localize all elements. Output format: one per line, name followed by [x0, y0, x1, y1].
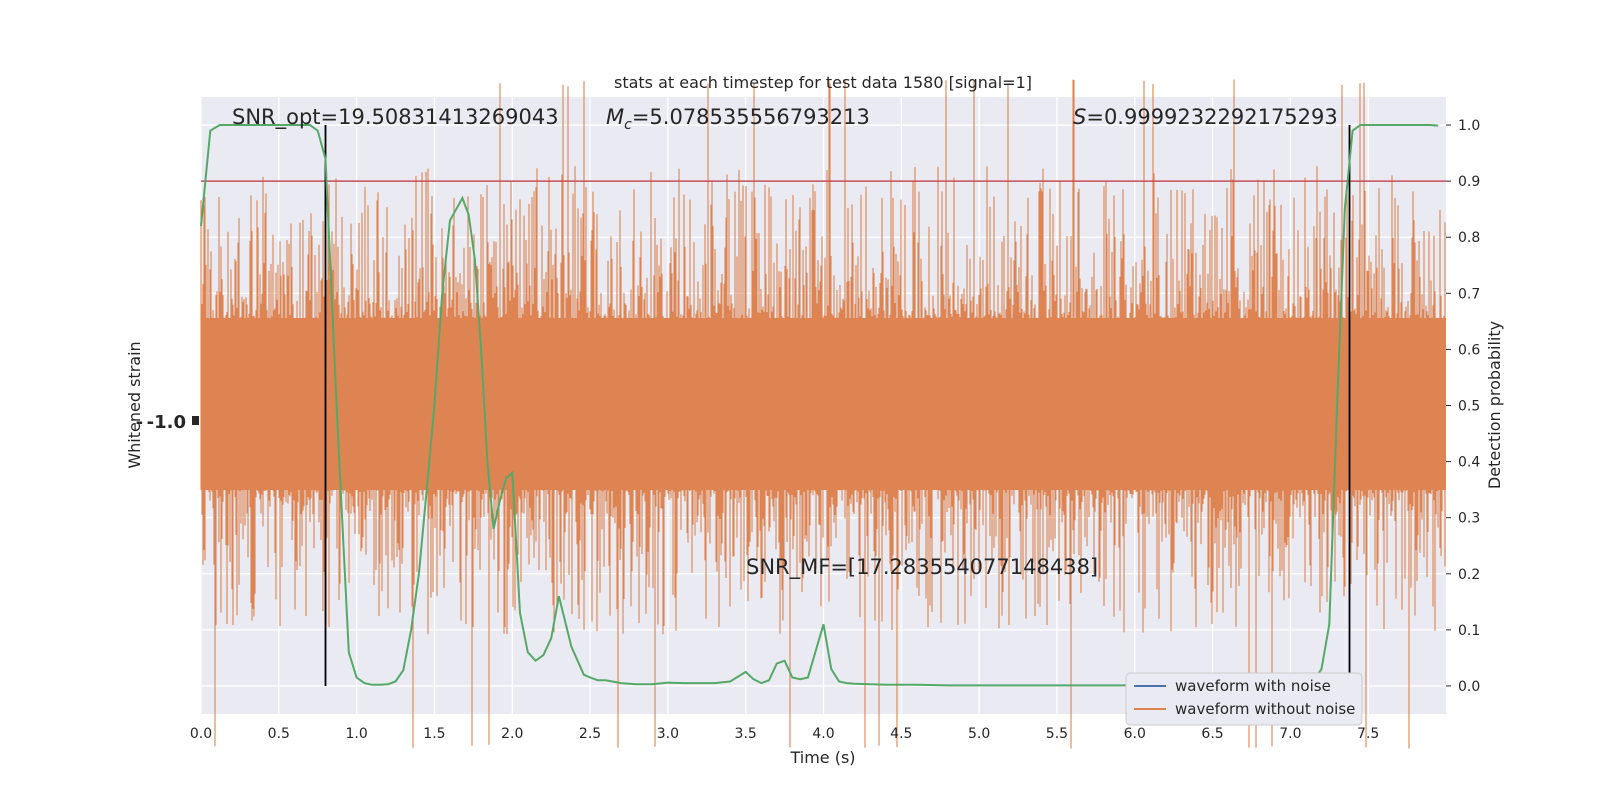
x-tick-label: 6.0 [1124, 726, 1146, 742]
x-tick-label: 4.0 [812, 726, 834, 742]
y-tick-label: 0.4 [1458, 455, 1480, 471]
x-tick-label: 7.0 [1279, 726, 1301, 742]
y-tick-label: 0.0 [1458, 679, 1480, 695]
y-tick-label: 0.3 [1458, 511, 1480, 527]
annotation-snr-opt: SNR_opt=19.50831413269043 [232, 105, 559, 130]
legend: waveform with noise waveform without noi… [1125, 672, 1363, 726]
x-tick-label: 1.5 [423, 726, 445, 742]
y-tick-label: 0.6 [1458, 342, 1480, 358]
x-tick-label: 4.5 [890, 726, 912, 742]
x-tick-label: 3.0 [657, 726, 679, 742]
chart-title: stats at each timestep for test data 158… [614, 73, 1032, 92]
legend-label-with-noise: waveform with noise [1175, 677, 1331, 695]
vertical-markers [324, 125, 1351, 686]
y-tick-label: 0.8 [1458, 230, 1480, 246]
y-tick-label: 0.9 [1458, 174, 1480, 190]
x-tick-label: 6.5 [1201, 726, 1223, 742]
left-y-axis-label: Whitened strain [125, 341, 144, 468]
annotation-snr-mf: SNR_MF=[17.283554077148438] [746, 555, 1098, 580]
legend-box [1125, 672, 1363, 726]
x-axis-label: Time (s) [789, 748, 855, 767]
x-tick-labels: 0.0 0.5 1.0 1.5 2.0 2.5 3.0 3.5 4.0 4.5 5.0 5.5 6.0 6… [190, 726, 1379, 742]
x-tick-label: 2.0 [501, 726, 523, 742]
x-tick-label: 3.5 [735, 726, 757, 742]
x-tick-label: 2.5 [579, 726, 601, 742]
x-tick-label: 5.5 [1046, 726, 1068, 742]
y-tick-label: 0.7 [1458, 286, 1480, 302]
y-tick-label: 0.2 [1458, 567, 1480, 583]
y-tick-label: 0.5 [1458, 399, 1480, 415]
left-y-tick-mark [192, 416, 199, 425]
right-y-tick-labels: 0.0 0.1 0.2 0.3 0.4 0.5 0.6 0.7 0.8 0.9 1.0 [1446, 118, 1480, 695]
left-y-tick-cluster: - -1.0 [136, 412, 186, 433]
y-tick-label: 0.1 [1458, 623, 1480, 639]
annotation-chirp-mass: Mc=5.078535556793213 [606, 105, 870, 133]
x-tick-label: 5.0 [968, 726, 990, 742]
waveform-without-noise-series [200, 79, 1446, 749]
y-tick-label: 1.0 [1458, 118, 1480, 134]
x-tick-label: 1.0 [345, 726, 367, 742]
x-tick-label: 0.0 [190, 726, 212, 742]
legend-label-without-noise: waveform without noise [1175, 700, 1355, 718]
right-y-axis-label: Detection probability [1485, 321, 1504, 489]
x-tick-label: 0.5 [268, 726, 290, 742]
x-tick-label: 7.5 [1357, 726, 1379, 742]
annotation-s: S=0.9999232292175293 [1073, 105, 1338, 129]
